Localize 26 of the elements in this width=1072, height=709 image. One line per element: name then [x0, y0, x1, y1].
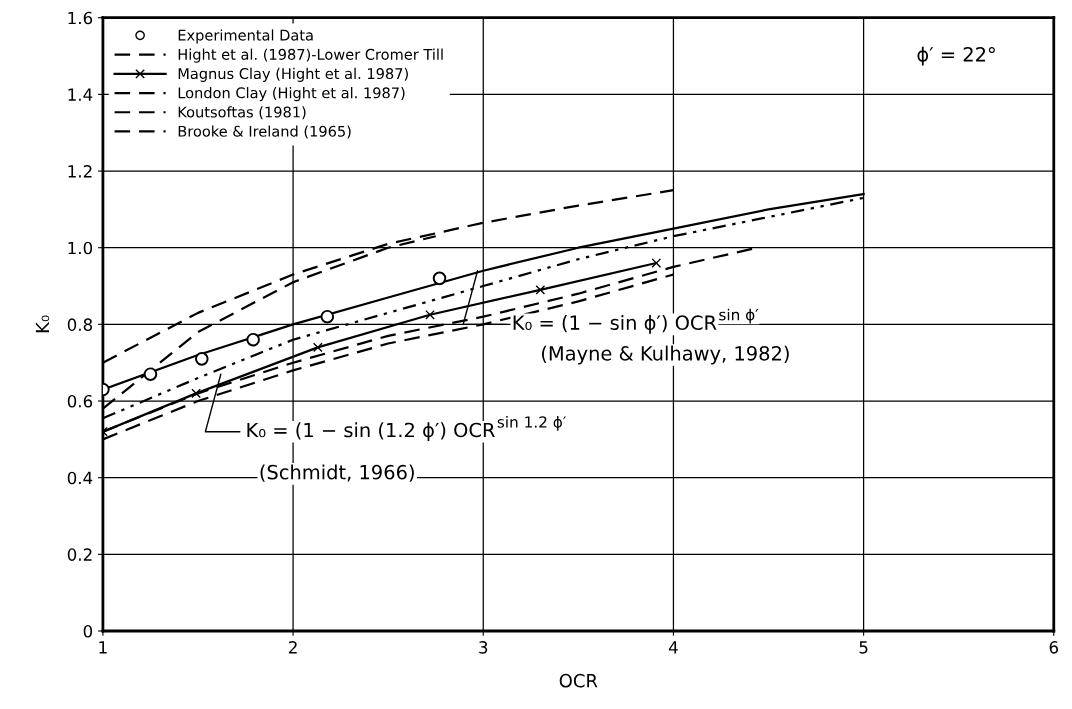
- y-tick-label: 1.4: [68, 88, 93, 101]
- legend-label: Experimental Data: [178, 29, 313, 44]
- legend-label: Brooke & Ireland (1965): [178, 125, 351, 139]
- x-tick-label: 3: [479, 641, 488, 654]
- x-tick-label: 4: [668, 641, 678, 654]
- y-axis-title: K₀: [35, 315, 50, 333]
- y-tick-label: 1.6: [68, 11, 93, 25]
- annotation: (Mayne & Kulhawy, 1982): [541, 345, 789, 365]
- legend-label: Magnus Clay (Hight et al. 1987): [178, 67, 408, 82]
- legend-label: Hight et al. (1987)-Lower Cromer Till: [178, 48, 443, 63]
- y-tick-label: 0.8: [67, 318, 93, 331]
- x-tick-label: 5: [859, 641, 868, 654]
- legend-label: Koutsoftas (1981): [178, 106, 306, 120]
- y-tick-label: 0.2: [67, 548, 92, 561]
- y-tick-label: 0.6: [67, 394, 93, 408]
- annotation: (Schmidt, 1966): [260, 464, 414, 482]
- annotation: ϕ′ = 22°: [917, 46, 995, 66]
- y-tick-label: 0: [83, 624, 93, 638]
- legend-label: London Clay (Hight et al. 1987): [178, 87, 405, 102]
- x-tick-label: 6: [1049, 641, 1059, 654]
- x-axis-title: OCR: [559, 673, 598, 688]
- y-tick-label: 0.4: [67, 471, 93, 485]
- y-tick-label: 1.2: [68, 165, 92, 178]
- x-tick-label: 1: [99, 641, 107, 654]
- y-tick-label: 1.0: [68, 241, 93, 255]
- x-tick-label: 2: [289, 641, 297, 654]
